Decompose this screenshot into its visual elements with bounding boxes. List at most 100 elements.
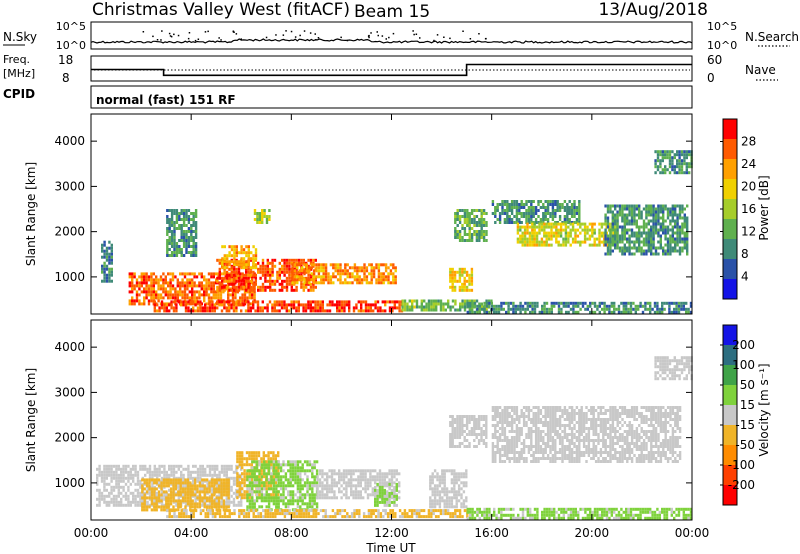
heatmap-cell (537, 200, 540, 203)
heatmap-cell (296, 466, 300, 470)
heatmap-cell (506, 203, 509, 206)
heatmap-cell (654, 252, 658, 256)
heatmap-cell (549, 200, 552, 203)
heatmap-cell (190, 245, 193, 248)
heatmap-cell (576, 222, 580, 226)
heatmap-cell (568, 218, 571, 221)
heatmap-cell (632, 301, 635, 305)
heatmap-cell (514, 307, 517, 311)
heatmap-cell (656, 165, 660, 169)
heatmap-cell (611, 234, 614, 238)
heatmap-cell (271, 258, 274, 262)
heatmap-cell (272, 487, 276, 491)
heatmap-cell (571, 240, 575, 244)
heatmap-cell (225, 270, 229, 274)
heatmap-cell (616, 234, 619, 238)
heatmap-cell (225, 505, 228, 509)
heatmap-cell (194, 309, 197, 313)
heatmap-cell (470, 282, 474, 286)
heatmap-cell (282, 499, 285, 503)
heatmap-cell (543, 231, 546, 235)
heatmap-cell (454, 227, 457, 230)
heatmap-cell (513, 200, 516, 203)
heatmap-cell (241, 493, 244, 497)
heatmap-cell (345, 496, 348, 500)
heatmap-cell (171, 287, 175, 291)
heatmap-cell (242, 282, 245, 286)
heatmap-cell (586, 237, 589, 241)
heatmap-cell (98, 464, 101, 468)
heatmap-cell (311, 493, 314, 497)
heatmap-cell (215, 496, 218, 500)
heatmap-cell (664, 231, 667, 235)
velocity-heatmap (96, 356, 693, 520)
heatmap-cell (169, 502, 173, 506)
heatmap-cell (539, 200, 543, 203)
heatmap-cell (588, 228, 592, 232)
heatmap-cell (179, 493, 182, 497)
heatmap-cell (307, 273, 310, 277)
heatmap-cell (263, 215, 266, 218)
heatmap-cell (110, 473, 113, 477)
heatmap-cell (527, 206, 531, 209)
heatmap-cell (141, 482, 144, 486)
heatmap-cell (638, 234, 641, 238)
heatmap-cell (183, 284, 187, 288)
heatmap-cell (326, 493, 329, 497)
heatmap-cell (573, 215, 576, 218)
heatmap-cell (302, 285, 305, 289)
heatmap-cell (606, 237, 610, 241)
heatmap-cell (517, 304, 520, 308)
heatmap-cell (182, 212, 186, 215)
heatmap-cell (169, 281, 172, 285)
heatmap-cell (591, 231, 594, 235)
heatmap-cell (218, 470, 221, 474)
heatmap-cell (360, 281, 364, 285)
heatmap-cell (525, 215, 528, 218)
heatmap-cell (172, 467, 176, 471)
heatmap-cell (344, 269, 347, 273)
heatmap-cell (544, 215, 547, 218)
heatmap-cell (650, 219, 653, 223)
heatmap-cell (669, 228, 672, 232)
heatmap-cell (538, 228, 541, 232)
heatmap-cell (181, 281, 184, 285)
heatmap-cell (543, 240, 546, 244)
heatmap-cell (348, 300, 351, 304)
heatmap-cell (141, 478, 144, 482)
heatmap-cell (686, 246, 689, 250)
heatmap-cell (285, 258, 289, 262)
heatmap-cell (685, 162, 688, 166)
heatmap-cell (335, 481, 338, 485)
heatmap-cell (394, 281, 397, 285)
heatmap-cell (603, 304, 606, 308)
heatmap-cell (303, 278, 306, 282)
heatmap-cell (659, 210, 662, 214)
heatmap-cell (640, 213, 643, 217)
heatmap-cell (201, 488, 204, 492)
heatmap-cell (206, 306, 209, 310)
heatmap-cell (370, 281, 373, 285)
heatmap-cell (451, 276, 454, 280)
heatmap-cell (336, 269, 340, 273)
heatmap-cell (359, 490, 362, 494)
heatmap-cell (103, 494, 106, 498)
heatmap-cell (212, 293, 215, 297)
heatmap-cell (213, 478, 216, 482)
heatmap-cell (345, 493, 348, 497)
heatmap-cell (228, 306, 231, 310)
heatmap-cell (287, 505, 290, 509)
heatmap-cell (664, 228, 667, 232)
heatmap-cell (100, 497, 104, 501)
heatmap-cell (302, 303, 305, 307)
heatmap-cell (659, 159, 662, 163)
heatmap-cell (680, 159, 684, 163)
heatmap-cell (671, 150, 674, 154)
heatmap-cell (661, 310, 664, 314)
heatmap-cell (225, 464, 228, 468)
heatmap-cell (311, 466, 314, 470)
heatmap-cell (623, 234, 626, 238)
heatmap-cell (473, 233, 476, 236)
heatmap-cell (507, 307, 510, 311)
heatmap-cell (182, 494, 185, 498)
